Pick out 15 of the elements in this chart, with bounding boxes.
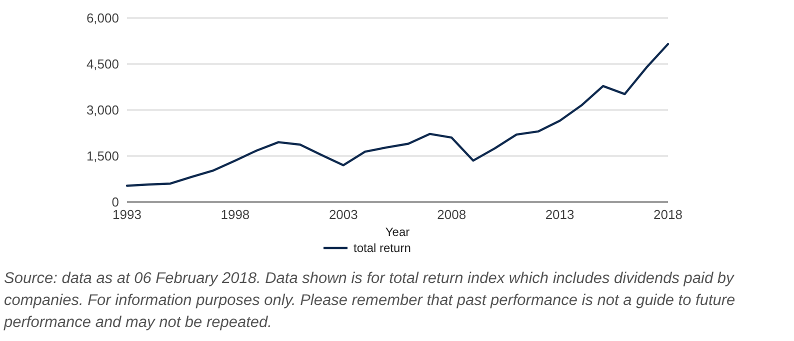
x-tick-label: 2003: [328, 207, 358, 222]
x-tick-label: 2018: [654, 207, 682, 222]
x-axis-title: Year: [385, 225, 410, 239]
y-tick-label: 1,500: [86, 148, 119, 164]
y-tick-label: 3,000: [86, 102, 119, 118]
y-tick-label: 6,000: [86, 10, 119, 26]
legend-label: total return: [354, 241, 411, 256]
x-tick-label: 1993: [112, 207, 142, 222]
y-tick-label: 0: [112, 194, 119, 210]
x-tick-label: 2013: [545, 207, 574, 222]
x-tick-label: 1998: [220, 207, 250, 222]
y-tick-label: 4,500: [86, 56, 119, 72]
line-series: [126, 42, 670, 187]
source-note: Source: data as at 06 February 2018. Data shown is for total return index which includes dividends paid by companies. For information purposes only. Please remember that past performance is not a guide to future performance and may not be repeated.: [2, 269, 736, 333]
x-tick-label: 2008: [437, 207, 466, 222]
